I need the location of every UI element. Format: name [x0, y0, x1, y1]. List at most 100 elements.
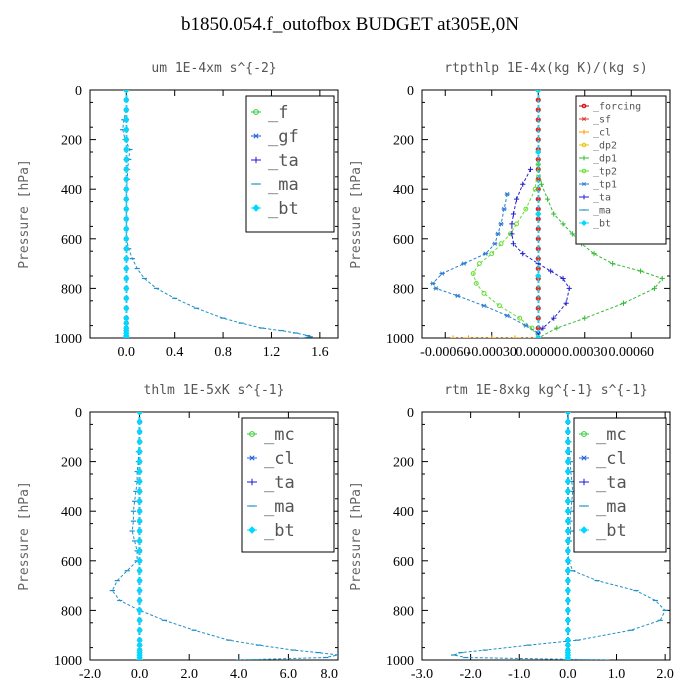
plot-area — [451, 412, 668, 660]
data-point — [538, 181, 544, 187]
data-point — [470, 271, 476, 276]
data-point — [123, 205, 130, 213]
data-point — [123, 305, 130, 312]
data-point — [489, 335, 495, 338]
data-point — [564, 587, 572, 594]
data-point — [554, 325, 560, 331]
data-point — [136, 438, 143, 445]
data-point — [476, 261, 482, 267]
x-tick-label: 1.6 — [311, 345, 329, 360]
legend-marker — [581, 155, 587, 161]
data-point — [564, 656, 572, 660]
data-point — [566, 285, 572, 291]
legend-box — [241, 417, 335, 553]
legend-label: _forcing — [593, 102, 641, 113]
data-point — [510, 241, 517, 247]
legend-label: _ma — [264, 497, 295, 517]
x-tick-label: 6.0 — [280, 667, 298, 682]
series-line — [472, 164, 539, 338]
x-tick-label: 2.0 — [180, 667, 198, 682]
data-point — [513, 196, 520, 202]
plot-frame — [421, 411, 671, 661]
legend-box — [573, 417, 667, 553]
x-tick-label: 0.4 — [166, 345, 184, 360]
data-point — [535, 216, 541, 222]
data-point — [498, 221, 504, 227]
plot-frame — [89, 89, 339, 339]
data-point — [535, 306, 541, 311]
chart-panel: rtm 1E-8xkg kg^{-1} s^{-1} Pressure [hPa]… — [349, 383, 674, 682]
plot-area — [120, 90, 313, 338]
legend-marker — [581, 116, 587, 122]
legend-marker — [252, 156, 260, 164]
data-point — [535, 226, 541, 232]
data-point — [564, 412, 572, 416]
data-point — [535, 127, 541, 132]
data-point — [504, 191, 510, 197]
data-point — [136, 468, 143, 475]
x-tick-label: 1.0 — [608, 667, 626, 682]
data-point — [564, 418, 572, 426]
legend-label: _bt — [593, 219, 611, 230]
figure-title: b1850.054.f_outofbox BUDGET at305E,0N — [181, 14, 519, 35]
data-point — [136, 656, 143, 660]
legend-marker — [581, 220, 587, 226]
data-point — [535, 210, 542, 218]
y-tick-label: 200 — [393, 134, 414, 149]
data-point — [123, 235, 130, 242]
y-tick-label: 800 — [61, 604, 82, 619]
legend-label: _bt — [264, 521, 295, 541]
data-point — [136, 418, 143, 426]
data-point — [123, 265, 130, 272]
y-axis-label: Pressure [hPa] — [349, 481, 364, 591]
data-point — [535, 90, 542, 94]
data-point — [564, 567, 572, 574]
chart-panel: um 1E-4xm s^{-2} Pressure [hPa] 0 200 400 600… — [17, 61, 339, 360]
data-point — [523, 323, 529, 328]
data-point — [564, 517, 572, 525]
data-point — [509, 231, 515, 237]
data-point — [582, 315, 588, 321]
y-tick-label: 200 — [61, 456, 82, 471]
data-point — [433, 286, 439, 291]
legend-box — [575, 95, 667, 245]
data-point — [136, 412, 143, 416]
data-point — [450, 335, 456, 338]
legend-marker — [581, 168, 587, 174]
data-point — [520, 251, 526, 257]
data-point — [136, 587, 143, 594]
legend-label: _dp1 — [593, 154, 617, 165]
plot-area — [109, 412, 338, 660]
data-point — [564, 448, 572, 455]
data-point — [123, 295, 130, 302]
x-tick-label: 0.00030 — [562, 345, 608, 360]
y-tick-label: 200 — [393, 456, 414, 471]
data-point — [136, 607, 143, 614]
data-point — [123, 96, 130, 104]
y-tick-label: 400 — [61, 183, 82, 198]
data-point — [123, 156, 130, 163]
y-tick-label: 1000 — [386, 332, 414, 347]
legend-marker — [580, 526, 588, 534]
x-tick-label: 0.00060 — [609, 345, 655, 360]
data-point — [535, 196, 541, 202]
x-tick-label: -1.0 — [508, 667, 530, 682]
y-axis-label: Pressure [hPa] — [349, 159, 364, 269]
data-point — [535, 296, 541, 301]
data-point — [136, 547, 143, 555]
data-point — [535, 325, 541, 331]
legend-label: _bt — [596, 521, 627, 541]
data-point — [136, 537, 143, 545]
data-point — [136, 428, 143, 436]
data-point — [535, 272, 542, 280]
data-point — [564, 617, 572, 624]
data-point — [123, 116, 130, 123]
y-tick-label: 0 — [75, 84, 82, 99]
data-point — [659, 275, 665, 282]
data-point — [136, 557, 143, 564]
data-point — [535, 137, 541, 142]
data-point — [548, 268, 554, 274]
data-point — [564, 537, 572, 545]
legend-marker — [581, 431, 587, 437]
